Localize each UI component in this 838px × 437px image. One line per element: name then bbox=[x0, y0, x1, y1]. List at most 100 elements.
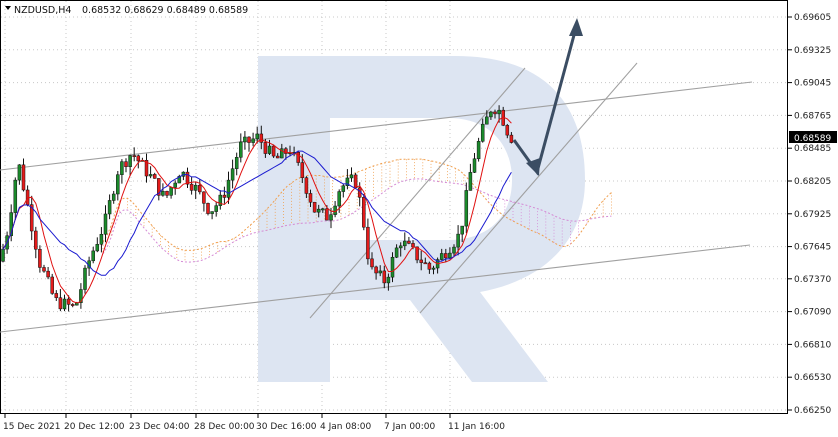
candle-body bbox=[370, 258, 374, 268]
candle-body bbox=[321, 208, 325, 211]
candle-body bbox=[189, 183, 194, 191]
candle-body bbox=[390, 256, 395, 278]
candle-body bbox=[341, 185, 346, 192]
candle-body bbox=[280, 148, 284, 159]
candle-body bbox=[284, 148, 288, 154]
candle-body bbox=[448, 252, 452, 259]
time-tick-label: 20 Dec 12:00 bbox=[64, 422, 125, 432]
candle-body bbox=[460, 225, 464, 235]
candle-body bbox=[378, 270, 382, 274]
kijun-sen-line bbox=[2, 150, 512, 276]
channel-line bbox=[419, 62, 638, 314]
arrow-down-icon bbox=[526, 158, 540, 176]
candle-body bbox=[464, 190, 469, 227]
candle-body bbox=[403, 240, 407, 247]
candle-body bbox=[239, 141, 243, 158]
time-tick-label: 4 Jan 08:00 bbox=[320, 422, 372, 432]
channel-line bbox=[309, 67, 526, 319]
tenkan-sen-line bbox=[2, 116, 512, 304]
candle-body bbox=[431, 267, 436, 270]
candle-body bbox=[476, 141, 481, 160]
candle-body bbox=[468, 172, 473, 191]
candle-body bbox=[206, 203, 210, 214]
candle-body bbox=[226, 179, 231, 198]
candle-body bbox=[34, 230, 38, 250]
candle-body bbox=[296, 152, 300, 163]
time-tick-label: 28 Dec 00:00 bbox=[194, 422, 255, 432]
candle-body bbox=[415, 246, 419, 261]
candle-body bbox=[29, 204, 34, 232]
price-tick-label: 0.67370 bbox=[794, 275, 831, 285]
candle-body bbox=[374, 266, 378, 274]
candle-body bbox=[480, 123, 485, 142]
price-tick-label: 0.67925 bbox=[794, 210, 831, 220]
time-tick-label: 7 Jan 00:00 bbox=[384, 422, 436, 432]
candle-body bbox=[234, 157, 239, 169]
candle-body bbox=[214, 205, 218, 212]
candle-body bbox=[407, 240, 411, 244]
price-tick-label: 0.67090 bbox=[794, 308, 831, 318]
candle-body bbox=[46, 270, 50, 278]
price-tick-label: 0.68485 bbox=[794, 144, 831, 154]
candle-body bbox=[79, 289, 83, 303]
dropdown-triangle-icon[interactable] bbox=[5, 6, 11, 10]
candle-body bbox=[329, 214, 333, 221]
candle-body bbox=[456, 233, 460, 248]
channel-line bbox=[0, 244, 751, 333]
candle-body bbox=[349, 174, 354, 179]
price-axis[interactable]: 0.69605 0.69325 0.69045 0.68765 0.68485 0.682… bbox=[788, 13, 831, 416]
candle-body bbox=[366, 226, 370, 260]
candle-body bbox=[161, 190, 165, 196]
candle-body bbox=[394, 247, 399, 258]
candle-body bbox=[103, 213, 108, 235]
candle-body bbox=[300, 162, 305, 178]
candle-body bbox=[382, 270, 387, 284]
candle-body bbox=[427, 262, 432, 270]
candle-body bbox=[152, 174, 157, 179]
candle-body bbox=[275, 155, 280, 159]
candle-body bbox=[210, 211, 214, 214]
candle-body bbox=[304, 177, 309, 194]
candle-body bbox=[111, 193, 116, 201]
time-tick-label: 30 Dec 16:00 bbox=[256, 422, 317, 432]
candle-body bbox=[124, 161, 128, 168]
candle-body bbox=[83, 267, 87, 290]
candle-body bbox=[193, 184, 198, 191]
candle-body bbox=[312, 201, 317, 213]
candle-body bbox=[50, 276, 54, 294]
time-tick-label: 11 Jan 16:00 bbox=[448, 422, 505, 432]
forecast-arrows bbox=[512, 18, 583, 176]
candle-body bbox=[489, 111, 493, 118]
price-tick-label: 0.68765 bbox=[794, 111, 831, 121]
candle-body bbox=[243, 136, 247, 143]
ohlc-values: 0.68532 0.68629 0.68489 0.68589 bbox=[82, 5, 248, 16]
watermark-logo bbox=[258, 56, 585, 382]
time-axis[interactable]: 15 Dec 2021 20 Dec 12:00 23 Dec 04:00 28 De… bbox=[3, 414, 505, 432]
candle-body bbox=[411, 243, 415, 248]
candle-body bbox=[38, 248, 42, 268]
candle-body bbox=[58, 297, 63, 310]
candle-body bbox=[218, 194, 223, 206]
current-price-text: 0.68589 bbox=[794, 134, 831, 144]
price-tick-label: 0.69325 bbox=[794, 46, 831, 56]
candle-body bbox=[54, 293, 59, 298]
price-tick-label: 0.66250 bbox=[794, 406, 831, 416]
candle-body bbox=[325, 208, 329, 221]
candle-body bbox=[70, 304, 75, 306]
candle-body bbox=[308, 193, 313, 203]
candle-body bbox=[505, 125, 510, 136]
candle-body bbox=[148, 174, 153, 177]
indicator-lines bbox=[2, 116, 512, 304]
candle-body bbox=[21, 164, 26, 191]
candle-body bbox=[444, 253, 448, 259]
arrow-up-icon bbox=[569, 18, 583, 36]
candle-body bbox=[99, 233, 104, 245]
candle-body bbox=[42, 267, 46, 272]
candle-body bbox=[247, 136, 251, 143]
candle-body bbox=[398, 245, 403, 249]
candle-body bbox=[493, 111, 497, 115]
candle-body bbox=[263, 142, 268, 154]
candle-body bbox=[255, 133, 259, 140]
